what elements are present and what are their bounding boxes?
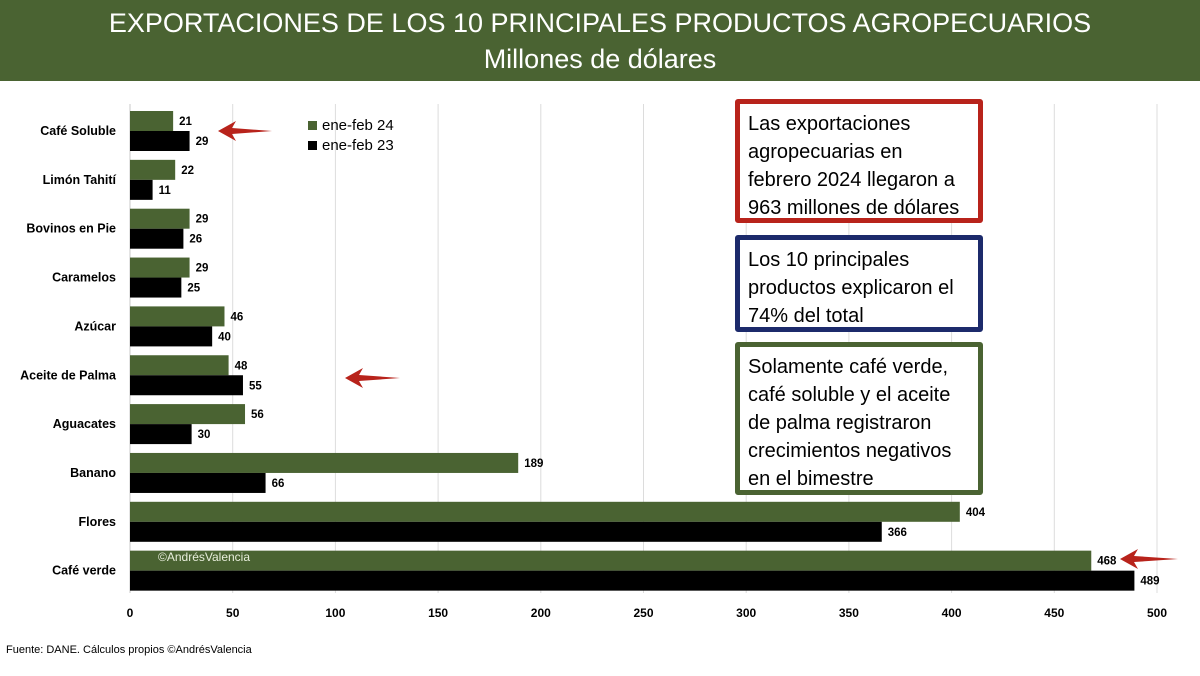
bar-ene-feb-23 (130, 228, 184, 249)
data-label: 189 (524, 458, 543, 470)
legend: ene-feb 24 ene-feb 23 (308, 117, 394, 154)
category-label: Limón Tahití (43, 173, 117, 187)
data-label: 26 (189, 234, 202, 246)
category-label: Flores (78, 515, 116, 529)
chart-header: EXPORTACIONES DE LOS 10 PRINCIPALES PROD… (0, 0, 1200, 81)
bar-ene-feb-23 (130, 277, 182, 298)
bar-ene-feb-24 (130, 208, 190, 229)
data-label: 29 (196, 263, 209, 275)
chart-subtitle: Millones de dólares (483, 44, 717, 74)
data-label: 55 (249, 380, 262, 392)
data-label: 25 (187, 283, 200, 295)
data-label: 489 (1140, 576, 1159, 588)
bar-ene-feb-23 (130, 521, 882, 542)
category-label: Bovinos en Pie (26, 222, 116, 236)
bar-ene-feb-23 (130, 326, 213, 347)
data-label: 22 (181, 165, 194, 177)
data-label: 366 (888, 527, 907, 539)
x-tick-label: 300 (736, 606, 756, 620)
x-tick-label: 250 (633, 606, 653, 620)
bar-ene-feb-23 (130, 424, 192, 445)
bar-ene-feb-24 (130, 452, 519, 473)
note-negative-growth: Solamente café verde, café soluble y el … (735, 342, 983, 495)
category-labels: Café Soluble Limón Tahití Bovinos en Pie Ca… (20, 124, 117, 578)
x-tick-label: 50 (226, 606, 240, 620)
bar-ene-feb-24 (130, 159, 176, 180)
bar-ene-feb-24 (130, 550, 1092, 571)
data-label: 404 (966, 507, 986, 519)
x-tick-label: 100 (325, 606, 345, 620)
data-label: 11 (159, 185, 172, 197)
category-label: Café Soluble (40, 124, 116, 138)
bar-ene-feb-23 (130, 472, 266, 493)
x-tick-label: 500 (1147, 606, 1167, 620)
x-tick-labels: 0 50 100 150 200 250 300 350 400 450 500 (127, 606, 1168, 620)
highlight-arrow-icon (1120, 549, 1178, 569)
category-label: Aceite de Palma (20, 368, 117, 382)
data-label: 66 (272, 478, 285, 490)
bar-ene-feb-24 (130, 355, 229, 376)
category-label: Aguacates (53, 417, 116, 431)
x-tick-label: 150 (428, 606, 448, 620)
note-top-ten-share: Los 10 principales productos explicaron … (735, 235, 983, 332)
bar-ene-feb-24 (130, 501, 960, 522)
source-note: Fuente: DANE. Cálculos propios ©AndrésVa… (6, 644, 252, 656)
bar-ene-feb-24 (130, 404, 246, 425)
data-label: 29 (196, 136, 209, 148)
category-label: Caramelos (52, 271, 116, 285)
x-tick-label: 350 (839, 606, 859, 620)
x-tick-label: 400 (942, 606, 962, 620)
highlight-arrow-icon (345, 368, 400, 388)
x-tick-label: 200 (531, 606, 551, 620)
bar-ene-feb-23 (130, 570, 1135, 591)
legend-swatch (308, 141, 317, 150)
bar-ene-feb-24 (130, 257, 190, 278)
data-label: 21 (179, 116, 192, 128)
note-total-exports: Las exportaciones agropecuarias en febre… (735, 99, 983, 223)
bar-ene-feb-24 (130, 111, 174, 131)
highlight-arrow-icon (218, 121, 272, 141)
category-label: Banano (70, 466, 116, 480)
bar-ene-feb-23 (130, 131, 190, 151)
x-tick-label: 450 (1044, 606, 1064, 620)
watermark: ©AndrésValencia (158, 550, 251, 564)
category-label: Azúcar (74, 319, 116, 333)
data-label: 29 (196, 214, 209, 226)
legend-label: ene-feb 24 (322, 117, 394, 134)
bar-ene-feb-23 (130, 375, 243, 396)
legend-label: ene-feb 23 (322, 137, 394, 154)
bar-ene-feb-24 (130, 306, 225, 327)
data-label: 30 (198, 429, 211, 441)
data-label: 48 (235, 360, 248, 372)
data-label: 468 (1097, 556, 1117, 568)
x-tick-label: 0 (127, 606, 134, 620)
bar-ene-feb-23 (130, 179, 153, 200)
data-label: 56 (251, 409, 264, 421)
chart-title: EXPORTACIONES DE LOS 10 PRINCIPALES PROD… (108, 8, 1092, 38)
data-label: 46 (230, 311, 243, 323)
category-label: Café verde (52, 564, 116, 578)
data-label: 40 (218, 331, 231, 343)
highlight-arrows (218, 121, 1178, 569)
legend-swatch (308, 121, 317, 130)
